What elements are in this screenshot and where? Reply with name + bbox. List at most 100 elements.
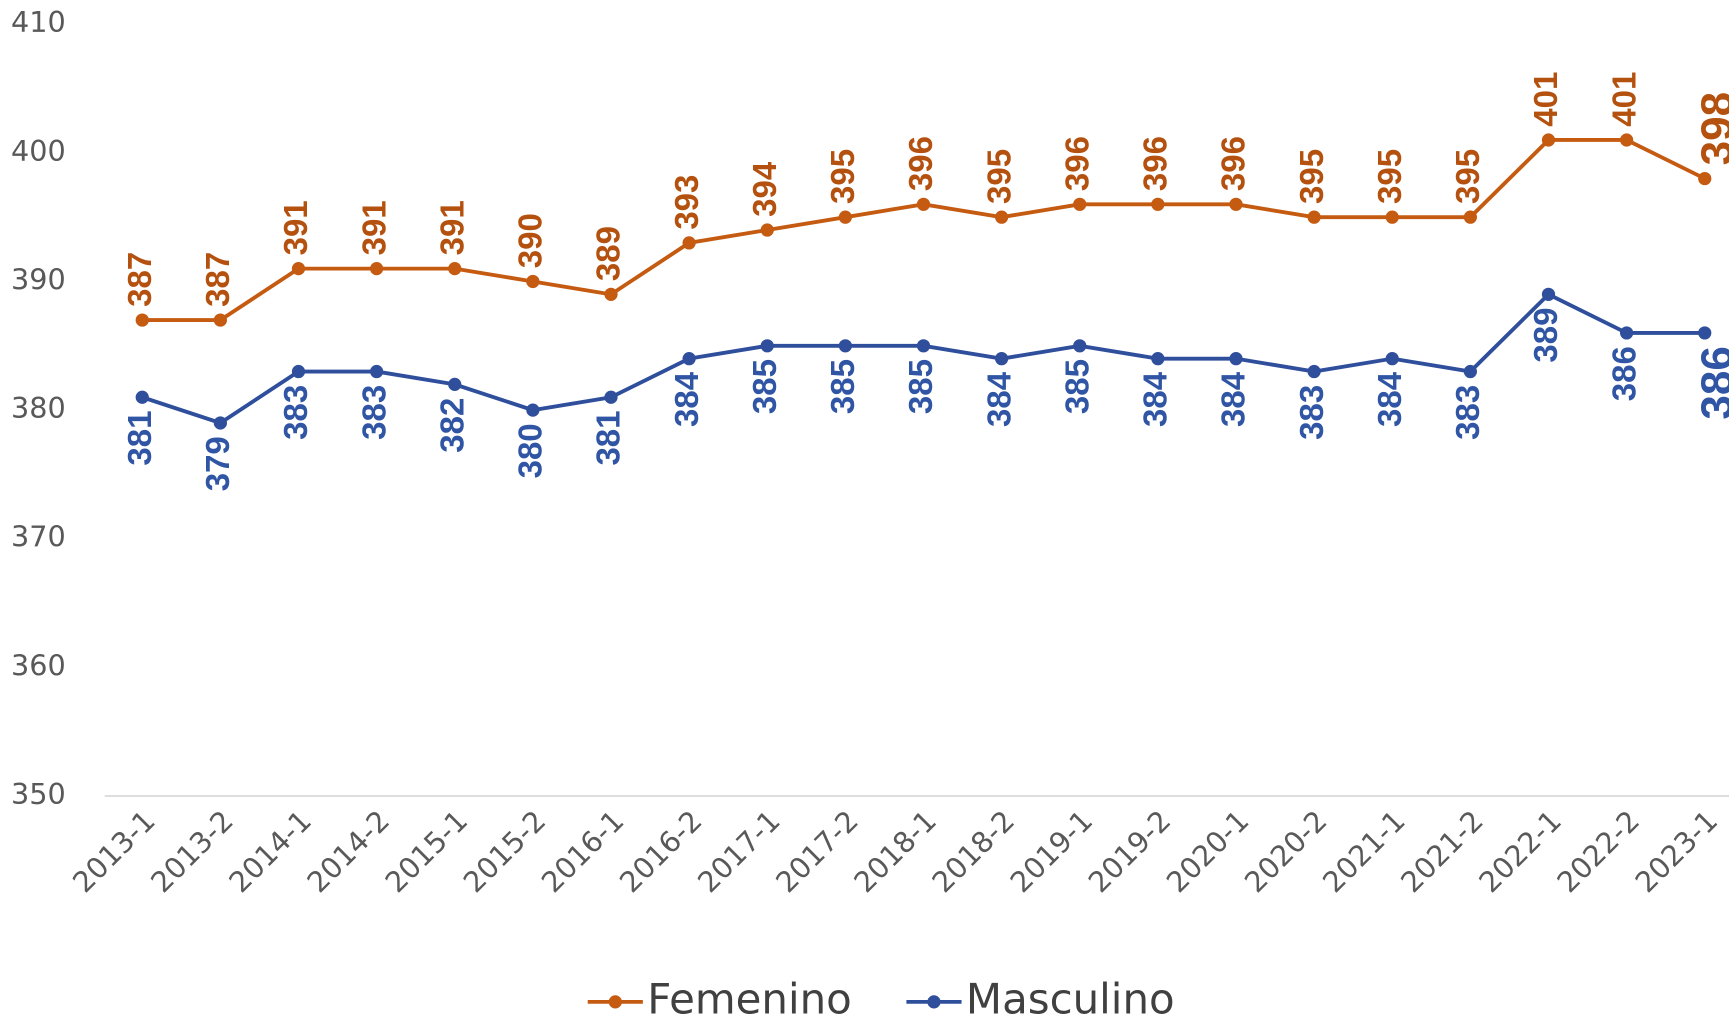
x-tick-label: 2016-1 — [535, 803, 631, 899]
data-label: 387 — [200, 252, 237, 307]
point — [448, 262, 462, 276]
x-tick-label: 2022-2 — [1550, 803, 1646, 899]
point — [682, 352, 696, 366]
legend-label: Femenino — [647, 974, 852, 1023]
data-label: 391 — [278, 200, 315, 255]
data-label: 383 — [1450, 385, 1487, 440]
point — [760, 223, 774, 237]
point — [1541, 133, 1556, 147]
x-tick-label: 2016-2 — [613, 803, 709, 899]
y-tick-label: 410 — [11, 5, 66, 39]
point — [370, 364, 384, 379]
point — [995, 352, 1009, 366]
data-label: 395 — [1450, 149, 1487, 204]
point — [838, 210, 852, 224]
point — [682, 236, 696, 250]
data-label: 385 — [903, 359, 940, 414]
x-tick-label: 2018-1 — [847, 803, 943, 899]
data-label: 380 — [513, 423, 550, 478]
x-tick-label: 2014-1 — [222, 803, 318, 899]
x-tick-label: 2023-1 — [1628, 803, 1724, 899]
x-tick-label: 2014-2 — [300, 803, 396, 899]
point — [1229, 352, 1243, 366]
x-tick-label: 2020-2 — [1238, 803, 1334, 899]
x-tick-label: 2019-1 — [1003, 803, 1099, 899]
data-label: 396 — [1216, 136, 1253, 191]
point — [604, 390, 618, 404]
x-tick-label: 2022-1 — [1472, 803, 1568, 899]
data-label: 385 — [747, 359, 784, 414]
data-label: 381 — [122, 410, 159, 465]
data-label: 396 — [1138, 136, 1175, 191]
x-tick-label: 2017-2 — [769, 803, 865, 899]
point — [916, 339, 931, 353]
data-label: 383 — [1294, 385, 1331, 440]
point — [526, 403, 540, 417]
legend-marker — [608, 995, 622, 1009]
point — [1385, 210, 1399, 224]
point — [1073, 339, 1087, 353]
point — [370, 262, 384, 276]
data-label: 383 — [356, 385, 393, 440]
data-label: 387 — [122, 252, 159, 307]
legend-marker — [927, 995, 941, 1009]
data-label: 389 — [591, 226, 628, 281]
data-label: 395 — [1294, 149, 1331, 204]
x-tick-label: 2015-2 — [456, 803, 552, 899]
point — [1229, 197, 1243, 211]
point — [1541, 287, 1556, 301]
point — [916, 197, 931, 211]
x-tick-label: 2017-1 — [691, 803, 787, 899]
data-label: 384 — [1216, 371, 1253, 427]
y-tick-label: 400 — [11, 134, 66, 168]
point — [1463, 364, 1477, 379]
data-label: 382 — [434, 398, 471, 453]
point — [1620, 133, 1634, 147]
data-label: 384 — [669, 371, 706, 427]
point — [1307, 364, 1321, 379]
data-label: 396 — [1059, 136, 1096, 191]
y-tick-label: 350 — [11, 777, 66, 811]
data-label: 386 — [1693, 346, 1729, 419]
x-tick-label: 2018-2 — [925, 803, 1021, 899]
legend-label: Masculino — [966, 974, 1175, 1023]
y-tick-label: 380 — [11, 391, 66, 425]
point — [291, 364, 306, 379]
x-tick-label: 2021-2 — [1394, 803, 1490, 899]
point — [1698, 171, 1712, 186]
point — [760, 339, 774, 353]
data-label: 395 — [1372, 149, 1409, 204]
point — [1307, 210, 1321, 224]
data-label: 395 — [825, 149, 862, 204]
y-tick-label: 370 — [11, 520, 66, 554]
point — [526, 274, 540, 289]
point — [838, 339, 852, 353]
data-label: 398 — [1693, 92, 1729, 165]
point — [995, 210, 1009, 224]
data-label: 395 — [981, 149, 1018, 204]
data-label: 385 — [1059, 359, 1096, 414]
x-tick-label: 2013-1 — [66, 803, 162, 899]
point — [1073, 197, 1087, 211]
data-label: 390 — [513, 213, 550, 268]
point — [1151, 352, 1165, 366]
data-label: 401 — [1606, 72, 1643, 127]
data-label: 396 — [903, 136, 940, 191]
data-label: 393 — [669, 175, 706, 230]
data-label: 391 — [434, 200, 471, 255]
data-label: 385 — [825, 359, 862, 414]
x-tick-label: 2020-1 — [1160, 803, 1256, 899]
point — [1463, 210, 1477, 224]
y-tick-label: 360 — [11, 648, 66, 682]
point — [1698, 326, 1712, 340]
y-tick-label: 390 — [11, 262, 66, 296]
data-label: 386 — [1606, 346, 1643, 401]
point — [135, 313, 149, 327]
point — [213, 313, 227, 327]
data-label: 381 — [591, 410, 628, 465]
point — [1151, 197, 1165, 211]
data-label: 384 — [981, 371, 1018, 427]
x-tick-label: 2021-1 — [1316, 803, 1412, 899]
